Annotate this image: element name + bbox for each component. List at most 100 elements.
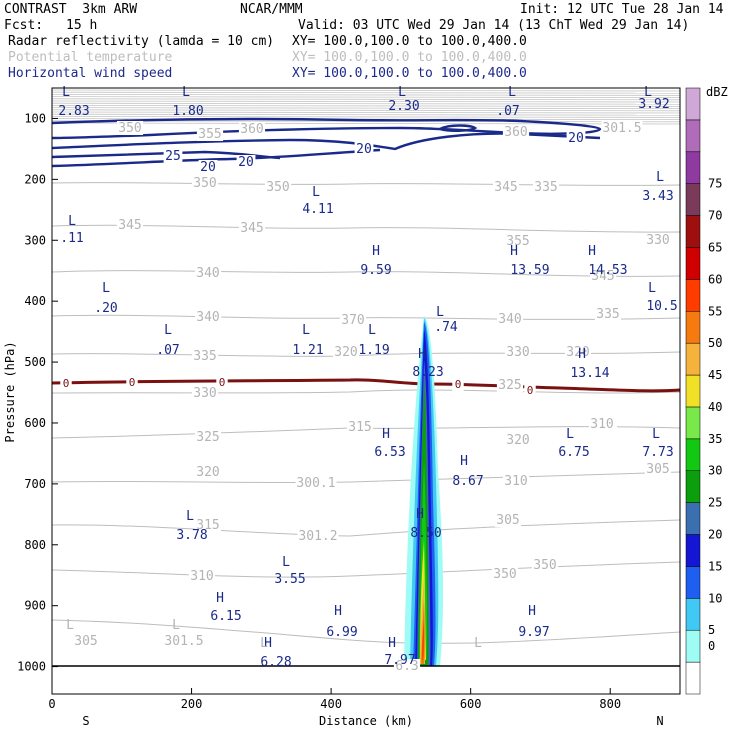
extremum-value: .07 xyxy=(156,343,179,358)
colorbar-unit: dBZ xyxy=(706,85,728,99)
freezing-level-label-bg xyxy=(452,377,464,391)
extremum-marker: L xyxy=(260,636,268,651)
theta-line-350 xyxy=(52,182,680,186)
theta-contour-label-bg xyxy=(194,518,222,532)
theta-contour-label: 305 xyxy=(646,462,669,477)
extremum-value: 9.59 xyxy=(360,263,391,278)
theta-contour-label: 315 xyxy=(196,518,219,533)
colorbar-level: 15 xyxy=(708,559,722,573)
colorbar-level: 5 xyxy=(708,623,715,637)
theta-contour-label-bg xyxy=(494,513,522,527)
y-tick-label: 700 xyxy=(24,477,46,491)
colorbar-level: 45 xyxy=(708,368,722,382)
extremum-marker: L xyxy=(566,427,574,442)
y-tick-label: 200 xyxy=(24,172,46,186)
extremum-value: 7.73 xyxy=(642,445,673,460)
extremum-marker: L xyxy=(282,555,290,570)
colorbar-level: 35 xyxy=(708,432,722,446)
extremum-marker: L xyxy=(302,323,310,338)
y-tick-label: 900 xyxy=(24,599,46,613)
colorbar-level: 60 xyxy=(708,272,722,286)
freezing-level-label-bg xyxy=(216,375,228,389)
extremum-value: 3.92 xyxy=(638,97,669,112)
theta-line-315 xyxy=(52,471,680,484)
y-tick-label: 400 xyxy=(24,294,46,308)
theta-contour-label-bg xyxy=(194,430,222,444)
theta-contour-label-bg xyxy=(644,462,672,476)
y-axis: 100 200 300 400 500 600 700 800 900 1000 xyxy=(17,111,58,674)
model-title: CONTRAST 3km ARW xyxy=(4,2,138,17)
theta-contour-label: 335 xyxy=(534,180,557,195)
extremum-marker: H xyxy=(588,244,596,259)
colorbar-level: 55 xyxy=(708,304,722,318)
y-tick-label: 100 xyxy=(24,111,46,125)
theta-contour-label: 345 xyxy=(494,180,517,195)
theta-contour-label: 320 xyxy=(506,433,529,448)
field-name-reflectivity: Radar reflectivity (lamda = 10 cm) xyxy=(8,34,275,49)
theta-contour-label-bg xyxy=(297,529,339,543)
freezing-level-label: 0 xyxy=(63,377,70,390)
x-tick-label: 600 xyxy=(460,697,482,711)
extremum-marker: L xyxy=(644,85,652,100)
wind-contour-label: 20 xyxy=(238,155,254,170)
extremum-value: 1.21 xyxy=(292,343,323,358)
theta-contour-label-bg xyxy=(589,269,617,283)
extremum-marker: L xyxy=(68,214,76,229)
field-xy-theta: XY= 100.0,100.0 to 100.0,400.0 xyxy=(292,50,527,65)
x-tick-label: 800 xyxy=(599,697,621,711)
theta-contour-label-bg xyxy=(238,122,266,136)
freezing-level-label-bg xyxy=(60,376,72,390)
theta-contour-label-bg xyxy=(496,378,524,392)
theta-line-325 xyxy=(52,389,680,394)
colorbar-swatch xyxy=(685,279,701,312)
theta-contour-label: 345 xyxy=(118,218,141,233)
y-axis-label: Pressure (hPa) xyxy=(3,341,17,442)
theta-contour-label: 370 xyxy=(341,313,364,328)
extremum-value: 13.14 xyxy=(570,366,609,381)
theta-contour-label-bg xyxy=(191,176,219,190)
colorbar-swatch xyxy=(685,470,701,503)
theta-contour-label-bg xyxy=(116,218,144,232)
theta-line-340 xyxy=(52,270,680,277)
theta-contour-label: 350 xyxy=(118,121,141,136)
wind-contour-label-bg xyxy=(198,160,218,174)
theta-contour-label-bg xyxy=(264,180,292,194)
theta-contour-label: 360 xyxy=(504,125,527,140)
refl-55 xyxy=(422,620,424,660)
theta-contour-label-bg xyxy=(194,266,222,280)
extremum-value: 9.97 xyxy=(518,625,549,640)
extremum-marker: L xyxy=(164,323,172,338)
freezing-level-label: 0 xyxy=(455,378,462,391)
extremum-value: 13.59 xyxy=(510,263,549,278)
refl-50 xyxy=(421,600,425,664)
theta-line-310 xyxy=(52,519,680,537)
wind-contour-label-bg xyxy=(163,149,183,163)
colorbar-level: 20 xyxy=(708,528,722,542)
colorbar-swatch xyxy=(685,247,701,280)
theta-contour-label: 350 xyxy=(493,567,516,582)
theta-contour-label: 335 xyxy=(596,307,619,322)
direction-south: S xyxy=(82,714,89,728)
theta-contour-label: 310 xyxy=(504,474,527,489)
y-tick-label: 1000 xyxy=(17,660,46,674)
wind-contour-label: 20 xyxy=(356,142,372,157)
x-axis: 0 200 400 600 800 xyxy=(48,688,621,711)
extremum-value: 6.99 xyxy=(326,625,357,640)
freezing-level-label: 0 xyxy=(219,376,226,389)
colorbar-level: 30 xyxy=(708,464,722,478)
extremum-value: 7.97 xyxy=(384,653,415,668)
colorbar-swatch xyxy=(685,151,701,184)
theta-line-301 xyxy=(52,619,680,644)
extremum-marker: H xyxy=(264,636,272,651)
x-axis-label: Distance (km) xyxy=(319,714,413,728)
theta-contour-label: 340 xyxy=(498,312,521,327)
fcst-value: 15 h xyxy=(66,18,98,33)
field-name-theta: Potential temperature xyxy=(8,50,173,65)
theta-contour-label-bg xyxy=(72,634,100,648)
wind-contour-label: 25 xyxy=(165,149,181,164)
y-tick-label: 500 xyxy=(24,355,46,369)
extremum-marker: H xyxy=(216,591,224,606)
extremum-value: 3.43 xyxy=(642,189,673,204)
colorbar-swatch xyxy=(685,342,701,376)
wind-contour-20-lower xyxy=(52,148,381,168)
